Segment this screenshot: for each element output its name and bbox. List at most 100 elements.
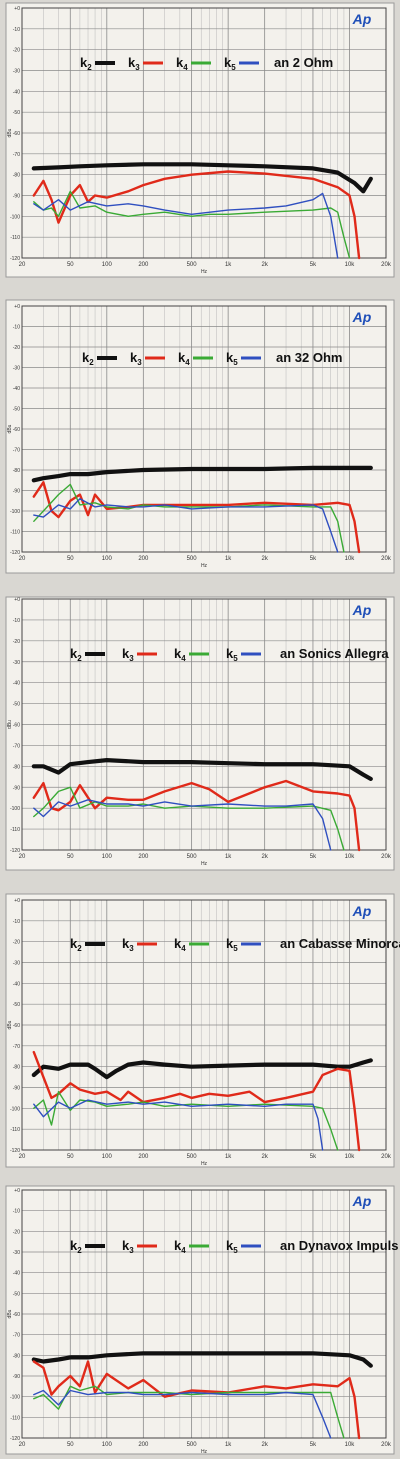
plot-frame [21, 1189, 387, 1439]
x-tick-label: 50 [67, 556, 74, 562]
legend: k2 k3 k4 k5 an Cabasse Minorca [70, 936, 400, 953]
y-tick-label: -110 [10, 1127, 20, 1133]
y-tick-label: +0 [14, 304, 20, 310]
y-tick-label: -10 [13, 919, 20, 925]
y-axis-label: dBu [7, 424, 13, 433]
y-tick-label: -110 [10, 530, 20, 536]
x-tick-label: 20 [19, 262, 26, 268]
ap-logo: Ap [352, 309, 372, 325]
chart-panel-2: +0 -10 -20 -30 -40 -50 -60 -70 -80 -90 -100 -110 -12… [5, 299, 395, 574]
x-tick-label: 50 [67, 1442, 74, 1448]
x-tick-label: 500 [187, 556, 198, 562]
chart-panel-5: +0 -10 -20 -30 -40 -50 -60 -70 -80 -90 -100 -110 -12… [5, 1185, 398, 1455]
y-axis-label: dBu [7, 1020, 13, 1029]
y-tick-label: -100 [10, 214, 20, 220]
x-tick-label: 50 [67, 854, 74, 860]
plot-frame [21, 899, 387, 1151]
x-tick-label: 5k [310, 854, 317, 860]
plot-frame [21, 598, 387, 851]
series-line-k5 [33, 1099, 324, 1151]
y-tick-label: -90 [13, 785, 20, 791]
y-tick-label: -90 [13, 1086, 20, 1092]
y-axis-label: dBu [7, 1309, 13, 1318]
y-tick-label: -60 [13, 427, 20, 433]
ap-logo: Ap [352, 1193, 372, 1209]
ap-logo: Ap [352, 602, 372, 618]
y-tick-label: -70 [13, 448, 20, 454]
chart-title: an 32 Ohm [276, 350, 342, 365]
x-tick-label: 10k [345, 854, 356, 860]
y-tick-label: -120 [10, 550, 20, 556]
panel-background [5, 2, 395, 278]
y-tick-label: +0 [14, 898, 20, 904]
x-tick-label: 5k [310, 556, 317, 562]
x-tick-label: 1k [225, 556, 232, 562]
x-tick-label: 20 [19, 854, 26, 860]
x-tick-label: 50 [67, 262, 74, 268]
x-tick-label: 5k [310, 1154, 317, 1160]
x-axis-label: Hz [201, 269, 208, 275]
chart-panel-3: +0 -10 -20 -30 -40 -50 -60 -70 -80 -90 -100 -110 -12… [5, 596, 395, 871]
y-tick-label: -40 [13, 981, 20, 987]
x-tick-label: 20k [381, 1154, 392, 1160]
x-tick-label: 500 [187, 1154, 198, 1160]
y-tick-label: -120 [10, 1436, 20, 1442]
y-tick-label: -30 [13, 69, 20, 75]
x-tick-label: 100 [102, 854, 113, 860]
x-tick-label: 20 [19, 556, 26, 562]
y-tick-label: +0 [14, 6, 20, 12]
y-axis-label: dBu [7, 720, 13, 729]
y-tick-label: -60 [13, 723, 20, 729]
chart-title: an 2 Ohm [274, 55, 333, 70]
y-tick-label: -80 [13, 468, 20, 474]
y-tick-label: -10 [13, 1209, 20, 1215]
x-tick-label: 100 [102, 262, 113, 268]
y-axis-label: dBu [7, 128, 13, 137]
x-tick-label: 200 [138, 556, 149, 562]
y-tick-label: -100 [10, 1106, 20, 1112]
x-tick-label: 200 [138, 1154, 149, 1160]
chart-title: an Cabasse Minorca [280, 936, 400, 951]
panel-background [5, 893, 395, 1168]
x-tick-label: 100 [102, 1442, 113, 1448]
y-tick-label: -90 [13, 1374, 20, 1380]
y-tick-label: -50 [13, 1291, 20, 1297]
x-tick-label: 1k [225, 262, 232, 268]
x-tick-label: 100 [102, 556, 113, 562]
y-tick-label: -100 [10, 1395, 20, 1401]
y-tick-label: -10 [13, 27, 20, 33]
y-tick-label: -30 [13, 366, 20, 372]
x-tick-label: 200 [138, 1442, 149, 1448]
y-tick-label: -50 [13, 407, 20, 413]
chart-panel-1: +0 -10 -20 -30 -40 -50 -60 -70 -80 -90 -100 -110 -12… [5, 2, 395, 278]
grid [21, 305, 387, 553]
chart-panel-4: +0 -10 -20 -30 -40 -50 -60 -70 -80 -90 -100 -110 -12… [5, 893, 400, 1168]
y-tick-label: +0 [14, 1188, 20, 1194]
y-tick-label: -110 [10, 1415, 20, 1421]
x-tick-label: 10k [345, 1154, 356, 1160]
x-axis-label: Hz [201, 1449, 208, 1455]
series-line-k3 [32, 1050, 361, 1152]
y-tick-label: -120 [10, 1148, 20, 1154]
y-tick-label: -30 [13, 1250, 20, 1256]
y-tick-label: -40 [13, 386, 20, 392]
x-tick-label: 500 [187, 1442, 198, 1448]
y-tick-label: -60 [13, 131, 20, 137]
grid [21, 899, 387, 1151]
y-tick-label: -80 [13, 173, 20, 179]
y-tick-label: -80 [13, 1065, 20, 1071]
x-axis-label: Hz [201, 563, 208, 569]
y-tick-label: -10 [13, 618, 20, 624]
y-tick-label: -40 [13, 681, 20, 687]
y-tick-label: -40 [13, 1271, 20, 1277]
x-tick-label: 500 [187, 262, 198, 268]
y-tick-label: -60 [13, 1312, 20, 1318]
x-tick-label: 20 [19, 1154, 26, 1160]
y-tick-label: -20 [13, 639, 20, 645]
y-tick-label: -70 [13, 1333, 20, 1339]
series-line-k2 [31, 162, 373, 194]
series-line-k5 [33, 192, 339, 259]
series-line-k2 [31, 1351, 373, 1368]
series-line-k3 [32, 170, 361, 260]
x-tick-label: 2k [261, 262, 268, 268]
